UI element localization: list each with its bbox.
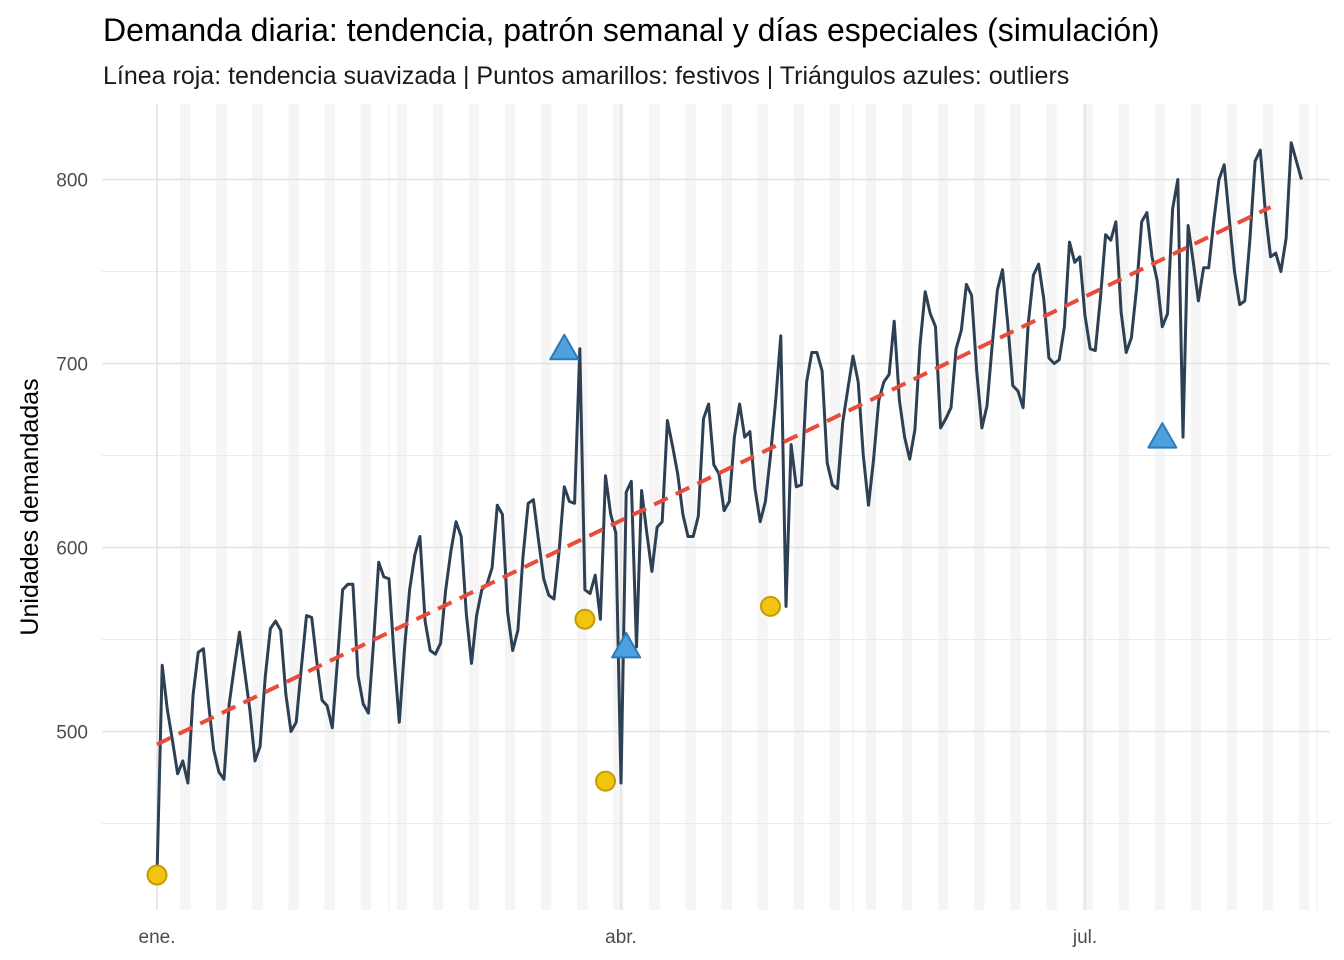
weekend-band <box>613 104 624 910</box>
weekend-band <box>252 104 263 910</box>
weekend-band <box>974 104 985 910</box>
grid-lines <box>102 104 1330 910</box>
weekend-band <box>1226 104 1238 910</box>
weekend-band <box>324 104 335 910</box>
weekend-band <box>216 104 227 910</box>
weekend-band <box>865 104 877 910</box>
markers-layer <box>146 333 1178 886</box>
weekend-band <box>288 104 299 910</box>
weekend-band <box>1298 104 1310 910</box>
weekend-band <box>468 104 480 910</box>
weekend-band <box>541 104 552 910</box>
y-tick-label: 500 <box>56 723 88 744</box>
weekend-band <box>1190 104 1201 910</box>
weekend-band <box>829 104 841 910</box>
holiday-point <box>760 595 782 617</box>
weekend-band <box>1118 104 1129 910</box>
weekend-band <box>432 104 444 910</box>
y-tick-label: 800 <box>56 171 88 192</box>
holiday-point <box>595 770 617 792</box>
y-tick-label: 700 <box>56 355 88 376</box>
weekend-band <box>396 104 408 910</box>
weekend-band <box>1154 104 1165 910</box>
weekend-band <box>180 104 191 910</box>
chart-subtitle: Línea roja: tendencia suavizada | Puntos… <box>103 62 1069 90</box>
weekend-band <box>1262 104 1274 910</box>
trend-line <box>156 205 1272 747</box>
outlier-point <box>611 631 642 659</box>
x-tick-label: ene. <box>139 927 176 948</box>
chart-title: Demanda diaria: tendencia, patrón semana… <box>103 12 1160 48</box>
x-tick-label: jul. <box>1072 927 1097 948</box>
outlier-point <box>1147 422 1178 449</box>
weekend-band <box>360 104 371 910</box>
tick-labels: 500 600 700 800 ene. abr. jul. <box>56 171 1097 949</box>
weekend-band <box>1046 104 1057 910</box>
weekend-band <box>938 104 949 910</box>
x-tick-label: abr. <box>605 927 637 948</box>
weekend-band <box>685 104 696 910</box>
weekend-band <box>901 104 913 910</box>
holiday-point <box>574 608 596 630</box>
holiday-point <box>146 864 168 886</box>
y-tick-label: 600 <box>56 539 88 560</box>
weekend-band <box>1010 104 1021 910</box>
weekend-band <box>1082 104 1093 910</box>
weekend-band <box>505 104 516 910</box>
weekend-band <box>649 104 660 910</box>
outlier-point <box>549 333 580 361</box>
demand-line <box>155 141 1303 876</box>
y-axis-label: Unidades demandadas <box>16 378 44 635</box>
weekend-band <box>793 104 805 910</box>
series-layer <box>155 141 1303 876</box>
